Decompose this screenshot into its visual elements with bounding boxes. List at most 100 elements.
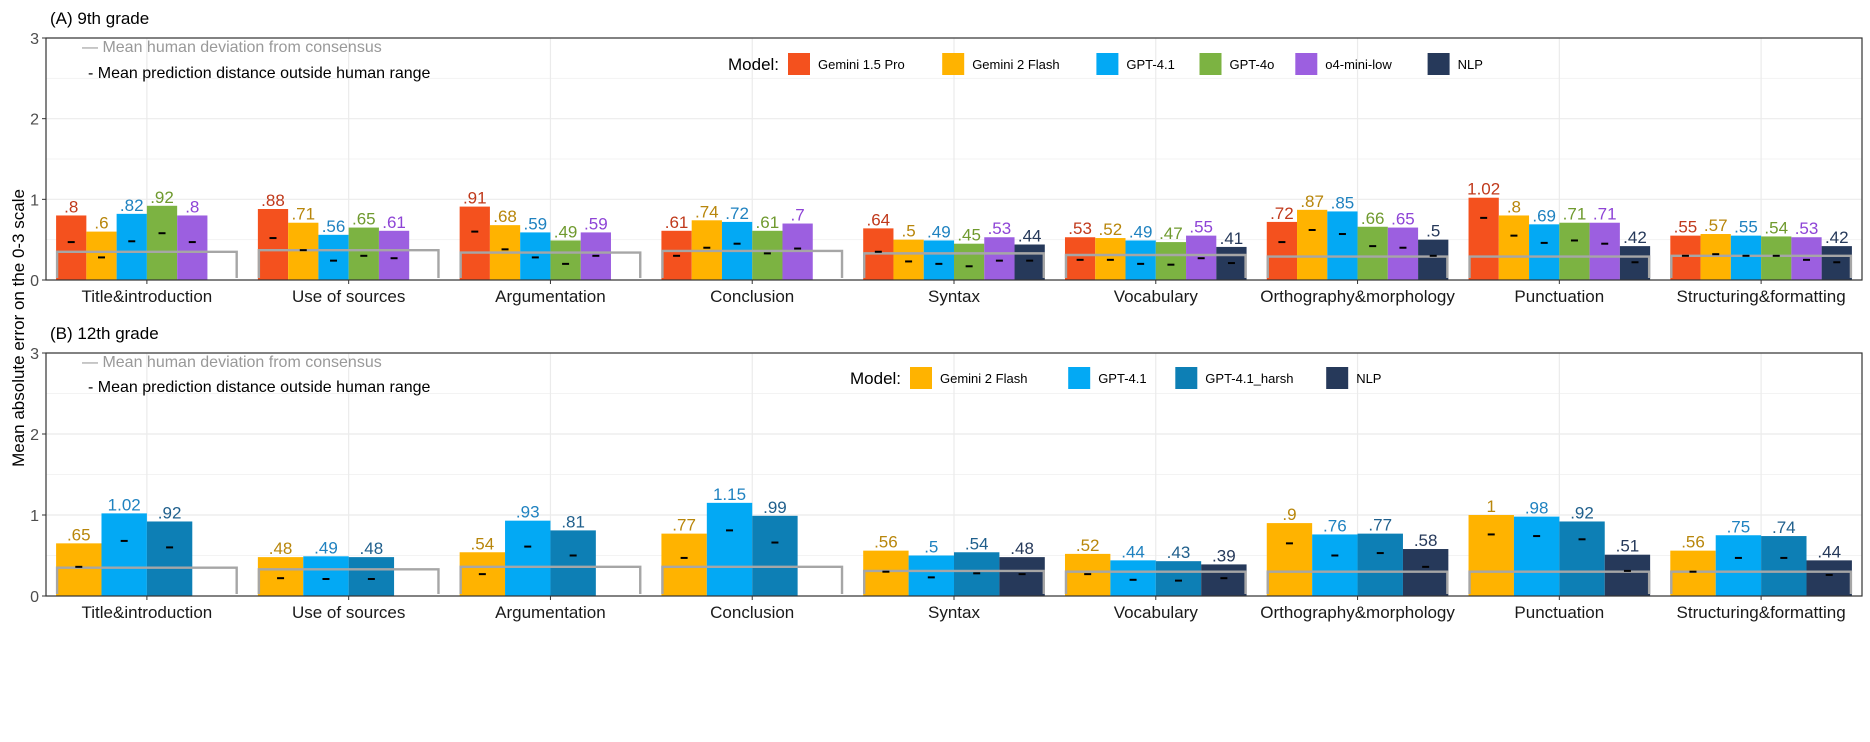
annotation-prediction-distance: - Mean prediction distance outside human… (88, 65, 431, 82)
value-label: .42 (1623, 228, 1647, 247)
value-label: .49 (314, 538, 338, 557)
value-label: .59 (523, 214, 547, 233)
value-label: .6 (94, 214, 108, 233)
legend-swatch-o4-mini-low (1295, 53, 1318, 75)
value-label: .49 (1129, 222, 1153, 241)
bar-gpt-4-1 (1110, 560, 1156, 596)
value-label: .92 (150, 188, 174, 207)
bar-nlp (999, 557, 1045, 596)
legend-label-gpt-4-1: GPT-4.1 (1126, 57, 1174, 72)
value-label: .88 (261, 191, 285, 210)
value-label: .65 (67, 525, 91, 544)
bar-gpt-4-1-harsh (752, 515, 798, 596)
value-label: 1.02 (1467, 180, 1500, 199)
x-tick-label: Argumentation (495, 287, 606, 306)
value-label: .72 (1270, 204, 1294, 223)
legend-swatch-nlp (1326, 367, 1349, 389)
bar-gpt-4-1 (706, 502, 753, 596)
bar-gemini-2-flash (1468, 515, 1514, 596)
bar-nlp (1201, 564, 1247, 596)
legend-label-gemini-1-5-pro: Gemini 1.5 Pro (818, 57, 905, 72)
bar-gpt-4-1-harsh (1761, 536, 1807, 596)
value-label: .71 (291, 205, 315, 224)
legend-label-o4-mini-low: o4-mini-low (1325, 57, 1392, 72)
value-label: .91 (463, 189, 487, 208)
legend-label-gemini-2-flash: Gemini 2 Flash (940, 371, 1027, 386)
value-label: .52 (1099, 220, 1123, 239)
bar-gpt-4-1 (520, 232, 551, 280)
y-axis-title: Mean absolute error on the 0-3 scale (9, 189, 28, 467)
value-label: .48 (1010, 539, 1034, 558)
x-tick-label: Structuring&formatting (1677, 603, 1846, 622)
x-tick-label: Vocabulary (1114, 287, 1199, 306)
legend: Model: Gemini 2 Flash GPT-4.1 GPT-4.1_harsh… (850, 367, 1381, 389)
value-label: .57 (1704, 216, 1728, 235)
bar-nlp (1604, 554, 1651, 596)
bar-gpt-4o (348, 227, 379, 280)
value-label: .74 (1772, 518, 1796, 537)
value-label: .55 (1734, 218, 1758, 237)
human-deviation-bracket (459, 251, 642, 278)
legend-label-nlp: NLP (1356, 371, 1381, 386)
y-tick-label: 0 (30, 589, 39, 606)
value-label: .49 (554, 222, 578, 241)
x-tick-label: Use of sources (292, 603, 405, 622)
bar-o4-mini-low (1387, 227, 1419, 280)
bar-o4-mini-low (984, 237, 1015, 280)
human-deviation-bracket (1064, 570, 1247, 594)
legend-title: Model: (728, 55, 779, 74)
value-label: .7 (791, 206, 805, 225)
value-label: .74 (695, 202, 719, 221)
panel-title: (B) 12th grade (50, 324, 159, 343)
legend-label-gpt-4-1: GPT-4.1 (1098, 371, 1146, 386)
human-deviation-bracket (55, 566, 238, 594)
legend-label-gpt-4o: GPT-4o (1230, 57, 1275, 72)
value-label: .8 (185, 197, 199, 216)
annotation-human-deviation: — Mean human deviation from consensus (82, 39, 382, 56)
legend: Model: Gemini 1.5 Pro Gemini 2 Flash GPT-4.… (728, 53, 1483, 75)
bar-gemini-2-flash (1670, 550, 1716, 596)
human-deviation-bracket (1670, 254, 1853, 278)
value-label: .48 (360, 539, 384, 558)
bar-gemini-1-5-pro (1670, 235, 1701, 280)
bar-gpt-4-1 (318, 234, 349, 280)
x-tick-label: Punctuation (1514, 603, 1604, 622)
x-tick-label: Conclusion (710, 287, 794, 306)
value-label: .44 (1018, 227, 1042, 246)
value-label: .51 (1616, 537, 1640, 556)
human-deviation-bracket (459, 565, 642, 594)
value-label: .54 (471, 534, 495, 553)
value-label: .53 (1068, 219, 1092, 238)
bar-gemini-2-flash (863, 550, 909, 596)
value-label: .49 (927, 222, 951, 241)
value-label: .8 (1507, 197, 1521, 216)
bar-gpt-4-1-harsh (1559, 521, 1605, 596)
bar-gpt-4o (752, 230, 783, 280)
x-tick-label: Use of sources (292, 287, 405, 306)
x-tick-label: Orthography&morphology (1260, 287, 1455, 306)
legend-swatch-gpt-4o (1199, 53, 1222, 75)
value-label: .58 (1414, 531, 1438, 550)
value-label: 1.15 (713, 485, 746, 504)
value-label: .54 (965, 534, 989, 553)
value-label: .5 (1426, 222, 1440, 241)
panel-border (45, 352, 1863, 597)
bar-nlp (1418, 239, 1449, 280)
legend-swatch-gemini-1-5-pro (788, 53, 810, 75)
bar-gpt-4-1 (1125, 240, 1156, 280)
bar-gpt-4-1-harsh (1155, 561, 1202, 596)
bar-gemini-2-flash (893, 239, 924, 280)
bar-gpt-4o (1357, 226, 1388, 280)
value-label: .77 (1368, 516, 1392, 535)
value-label: .71 (1593, 205, 1617, 224)
y-tick-label: 3 (30, 31, 39, 48)
value-label: .54 (1764, 218, 1788, 237)
bar-nlp (1806, 560, 1852, 596)
value-label: .47 (1159, 224, 1183, 243)
value-label: .44 (1121, 542, 1145, 561)
value-label: .9 (1282, 505, 1296, 524)
legend-label-nlp: NLP (1458, 57, 1483, 72)
x-tick-label: Syntax (928, 287, 980, 306)
bar-gemini-2-flash (257, 557, 304, 596)
value-label: .8 (64, 197, 78, 216)
